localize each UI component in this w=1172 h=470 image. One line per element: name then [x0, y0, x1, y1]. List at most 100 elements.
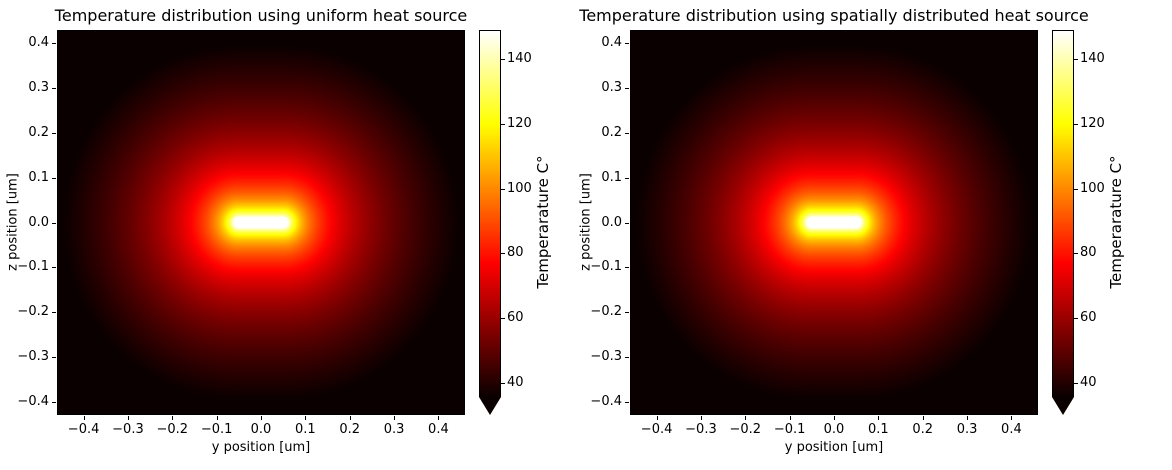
heatmap-axes	[57, 30, 465, 415]
colorbar-tick-mark	[1074, 188, 1078, 190]
y-tick-label: 0.0	[28, 214, 49, 230]
heatmap-axes	[630, 30, 1038, 415]
colorbar-gradient	[480, 31, 500, 397]
colorbar-tick-label: 80	[507, 245, 524, 261]
colorbar-tick-label: 120	[507, 115, 532, 131]
y-tick-mark	[52, 88, 56, 90]
colorbar-tick-mark	[501, 59, 505, 61]
x-tick-mark	[216, 416, 218, 420]
x-tick-mark	[745, 416, 747, 420]
y-tick-mark	[52, 312, 56, 314]
y-tick-mark	[52, 356, 56, 358]
colorbar-tick-mark	[501, 318, 505, 320]
x-tick-label: −0.2	[156, 422, 189, 437]
x-axis-label: y position [um]	[211, 440, 311, 455]
y-tick-label: 0.0	[601, 214, 622, 230]
colorbar-label: Temperarature C°	[1107, 155, 1125, 289]
y-tick-label: 0.4	[601, 35, 622, 51]
x-tick-label: 0.0	[250, 422, 272, 437]
x-tick-label: −0.1	[200, 422, 233, 437]
colorbar	[1052, 30, 1074, 397]
y-axis-label: z position [um]	[578, 173, 594, 271]
y-tick-mark	[625, 177, 629, 179]
colorbar-tick-label: 140	[1080, 51, 1105, 67]
colorbar-tick-label: 40	[1080, 375, 1097, 391]
y-tick-label: 0.2	[28, 124, 49, 140]
colorbar-tick-label: 140	[507, 51, 532, 67]
colorbar-tick-mark	[1074, 318, 1078, 320]
x-tick-mark	[878, 416, 880, 420]
y-tick-mark	[52, 177, 56, 179]
x-tick-label: −0.4	[640, 422, 673, 437]
x-tick-label: −0.3	[112, 422, 144, 437]
colorbar-gradient	[1053, 31, 1073, 397]
x-tick-label: 0.2	[912, 422, 934, 437]
chart-title: Temperature distribution using spatially…	[579, 6, 1089, 25]
x-tick-mark	[349, 416, 351, 420]
colorbar-tick-mark	[1074, 383, 1078, 385]
y-tick-mark	[625, 132, 629, 134]
y-tick-mark	[52, 401, 56, 403]
colorbar-tick-mark	[501, 253, 505, 255]
x-tick-label: −0.2	[729, 422, 762, 437]
y-tick-mark	[52, 222, 56, 224]
x-tick-label: 0.1	[868, 422, 889, 437]
colorbar-tick-label: 120	[1080, 115, 1105, 131]
x-tick-label: 0.1	[295, 422, 316, 437]
colorbar-tick-label: 80	[1080, 245, 1097, 261]
y-tick-mark	[52, 267, 56, 269]
x-tick-mark	[438, 416, 440, 420]
colorbar-tick-mark	[501, 383, 505, 385]
colorbar-tick-label: 60	[507, 310, 524, 326]
y-tick-label: −0.3	[590, 348, 622, 364]
y-tick-label: 0.3	[601, 80, 622, 96]
colorbar-min-arrow-icon	[1052, 397, 1074, 415]
x-tick-mark	[700, 416, 702, 420]
y-tick-mark	[52, 43, 56, 45]
y-tick-mark	[625, 267, 629, 269]
x-tick-label: 0.0	[823, 422, 845, 437]
colorbar-tick-mark	[1074, 253, 1078, 255]
x-tick-mark	[789, 416, 791, 420]
y-tick-label: 0.1	[601, 169, 622, 185]
colorbar-label: Temperarature C°	[534, 155, 552, 289]
heatmap-image	[58, 31, 464, 414]
x-tick-mark	[656, 416, 658, 420]
colorbar-tick-label: 100	[507, 180, 532, 196]
colorbar-tick-mark	[1074, 123, 1078, 125]
x-tick-label: −0.3	[685, 422, 717, 437]
heatmap-image	[631, 31, 1037, 414]
x-tick-mark	[394, 416, 396, 420]
y-tick-label: 0.1	[28, 169, 49, 185]
x-tick-label: 0.2	[339, 422, 361, 437]
x-tick-mark	[1011, 416, 1013, 420]
y-axis-label: z position [um]	[5, 173, 21, 271]
colorbar-tick-mark	[501, 123, 505, 125]
x-tick-label: 0.4	[1001, 422, 1022, 437]
y-tick-mark	[625, 401, 629, 403]
chart-title: Temperature distribution using uniform h…	[54, 6, 468, 25]
x-tick-label: 0.4	[428, 422, 449, 437]
y-tick-mark	[625, 222, 629, 224]
x-axis-label: y position [um]	[784, 440, 884, 455]
subplot-uniform-heat-source: Temperature distribution using uniform h…	[0, 0, 566, 470]
subplot-distributed-heat-source: Temperature distribution using spatially…	[573, 0, 1139, 470]
y-tick-mark	[625, 356, 629, 358]
colorbar-min-arrow-icon	[479, 397, 501, 415]
y-tick-mark	[52, 132, 56, 134]
y-tick-label: −0.2	[17, 304, 49, 320]
y-tick-label: −0.3	[17, 348, 49, 364]
x-tick-label: −0.1	[773, 422, 806, 437]
y-tick-mark	[625, 43, 629, 45]
colorbar	[479, 30, 501, 397]
x-tick-mark	[83, 416, 85, 420]
colorbar-tick-mark	[501, 188, 505, 190]
x-tick-label: 0.3	[383, 422, 405, 437]
y-tick-mark	[625, 312, 629, 314]
x-tick-label: 0.3	[956, 422, 978, 437]
y-tick-label: −0.2	[590, 304, 622, 320]
y-tick-mark	[625, 88, 629, 90]
x-tick-mark	[967, 416, 969, 420]
colorbar-tick-label: 60	[1080, 310, 1097, 326]
x-tick-mark	[834, 416, 835, 420]
